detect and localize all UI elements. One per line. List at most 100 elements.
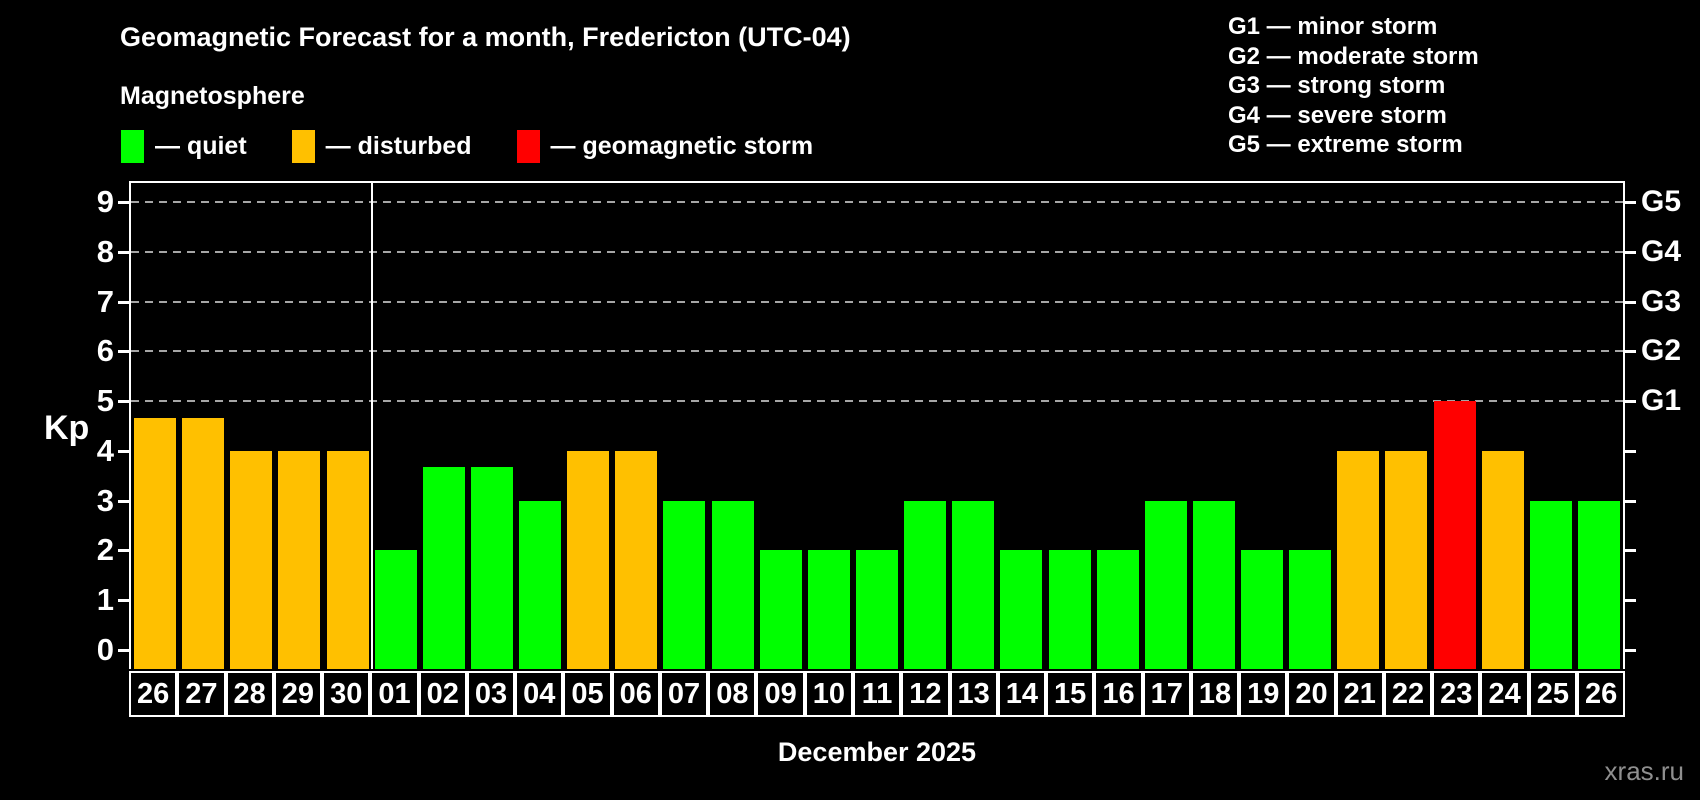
- storm-scale-line-g1: G1 — minor storm: [1228, 13, 1438, 40]
- day-label-06: 06: [611, 671, 660, 717]
- day-label-05: 05: [563, 671, 612, 717]
- day-label-09: 09: [756, 671, 805, 717]
- day-label-12: 12: [901, 671, 950, 717]
- y-tick-label-8: 8: [96, 233, 114, 269]
- bar-day-01: [374, 550, 417, 669]
- day-label-14: 14: [997, 671, 1047, 717]
- gridline-kp6: [131, 350, 1623, 353]
- plot-area: [118, 181, 1636, 669]
- y-tick-5: [118, 400, 129, 404]
- bar-day-24: [1481, 450, 1524, 669]
- day-label-21: 21: [1335, 671, 1384, 717]
- y-tick-label-3: 3: [96, 482, 114, 518]
- bar-day-27: [182, 417, 225, 669]
- right-tick-3: [1625, 499, 1636, 503]
- day-label-19: 19: [1239, 671, 1288, 717]
- watermark: xras.ru: [1604, 756, 1684, 786]
- storm-scale-legend: G1 — minor storm G2 — moderate storm G3 — …: [1228, 12, 1479, 160]
- right-tick-7: [1625, 300, 1636, 304]
- y-tick-label-7: 7: [96, 283, 114, 319]
- right-tick-2: [1625, 549, 1636, 553]
- y-tick-label-0: 0: [96, 632, 114, 667]
- gridline-kp8: [131, 250, 1623, 253]
- month-separator: [370, 183, 373, 669]
- bar-day-06: [615, 450, 658, 669]
- day-label-10: 10: [804, 671, 853, 717]
- bar-day-20: [1289, 550, 1332, 669]
- legend-item-storm: — geomagnetic storm: [516, 130, 813, 163]
- bar-day-22: [1385, 450, 1428, 669]
- legend-label-quiet: — quiet: [155, 132, 247, 160]
- bar-day-08: [711, 500, 754, 669]
- day-label-07: 07: [659, 671, 709, 717]
- day-label-17: 17: [1142, 671, 1191, 717]
- right-tick-9: [1625, 200, 1636, 204]
- y-tick-7: [118, 300, 129, 304]
- right-axis-label-g3: G3: [1641, 284, 1682, 318]
- y-tick-2: [118, 549, 129, 553]
- bar-day-28: [230, 450, 273, 669]
- day-axis: 26 27 28 29 30 01 02 03 04 05 06 07 08 09 10 11 12 13 14 15…: [129, 671, 1626, 717]
- disturbed-swatch: [291, 130, 315, 163]
- y-tick-label-4: 4: [96, 432, 114, 468]
- bar-day-18: [1192, 500, 1235, 669]
- bar-day-10: [807, 550, 850, 669]
- y-tick-label-6: 6: [96, 333, 114, 369]
- bar-day-30: [326, 450, 369, 669]
- day-label-11: 11: [852, 671, 902, 717]
- gridline-kp7: [131, 300, 1623, 303]
- bar-day-23: [1433, 401, 1476, 669]
- day-label-26: 26: [1576, 671, 1626, 717]
- right-tick-6: [1625, 350, 1636, 354]
- day-label-01: 01: [370, 671, 419, 717]
- y-tick-3: [118, 499, 129, 503]
- day-label-20: 20: [1287, 671, 1336, 717]
- right-axis-label-g2: G2: [1641, 334, 1682, 368]
- storm-scale-line-g4: G4 — severe storm: [1228, 101, 1447, 129]
- chart-title: Geomagnetic Forecast for a month, Freder…: [120, 22, 851, 52]
- bar-day-05: [567, 450, 610, 669]
- bar-day-09: [759, 550, 802, 669]
- day-label-16: 16: [1094, 671, 1143, 717]
- magnetosphere-legend: — quiet — disturbed — geomagnetic storm: [121, 130, 813, 163]
- day-label-25: 25: [1528, 671, 1577, 717]
- bar-day-04: [519, 500, 562, 669]
- day-label-03: 03: [466, 671, 516, 717]
- day-label-24: 24: [1480, 671, 1529, 717]
- bar-day-16: [1096, 550, 1139, 669]
- legend-label-disturbed: — disturbed: [325, 132, 472, 160]
- day-label-30: 30: [322, 671, 371, 717]
- storm-scale-line-g3: G3 — strong storm: [1228, 72, 1446, 99]
- bar-day-26: [134, 417, 177, 669]
- right-axis-label-g1: G1: [1641, 384, 1682, 418]
- y-axis-title: Kp: [44, 409, 90, 447]
- y-tick-0: [118, 649, 129, 652]
- y-tick-1: [118, 599, 129, 603]
- bar-day-07: [663, 500, 706, 669]
- y-tick-6: [118, 350, 129, 354]
- bar-day-13: [952, 500, 995, 669]
- bar-day-26: [1577, 500, 1620, 669]
- bar-day-02: [422, 467, 465, 669]
- day-label-13: 13: [949, 671, 998, 717]
- day-label-23: 23: [1432, 671, 1481, 717]
- y-tick-8: [118, 250, 129, 254]
- day-label-08: 08: [708, 671, 757, 717]
- bar-day-21: [1337, 450, 1380, 669]
- bar-day-11: [856, 550, 898, 669]
- bar-day-03: [470, 467, 513, 669]
- legend-item-quiet: — quiet: [121, 130, 247, 163]
- storm-scale-line-g5: G5 — extreme storm: [1228, 131, 1463, 158]
- month-label: December 2025: [777, 737, 977, 767]
- day-label-27: 27: [177, 671, 226, 717]
- day-label-26: 26: [129, 671, 178, 717]
- y-tick-9: [118, 200, 129, 204]
- y-tick-label-2: 2: [96, 532, 114, 568]
- bar-day-17: [1144, 500, 1187, 669]
- gridline-kp9: [131, 200, 1623, 203]
- bar-day-15: [1048, 550, 1091, 669]
- day-label-29: 29: [273, 671, 323, 717]
- right-tick-1: [1625, 599, 1636, 603]
- right-tick-8: [1625, 250, 1636, 254]
